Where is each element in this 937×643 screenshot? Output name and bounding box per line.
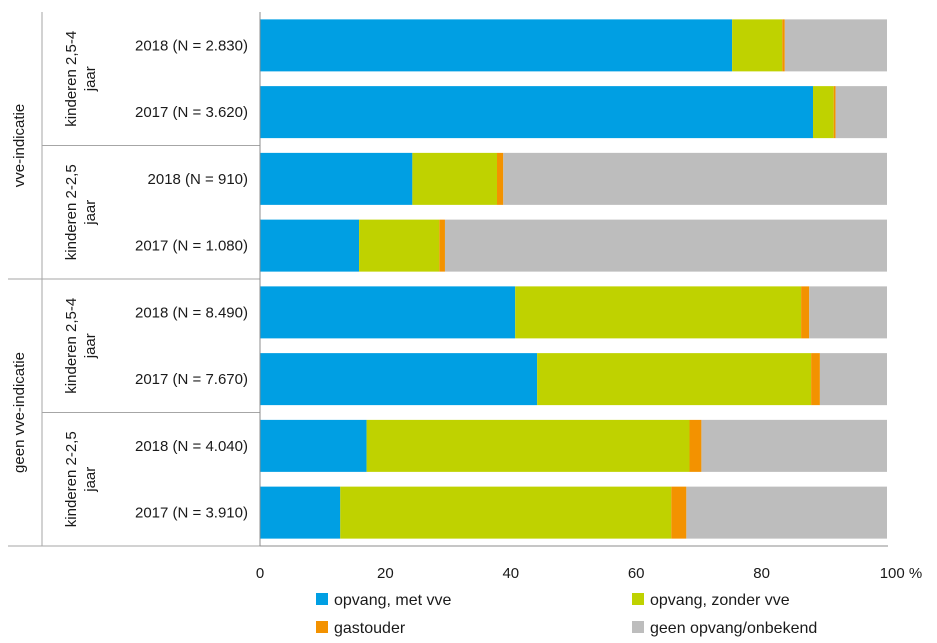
bar-segment: [444, 219, 887, 272]
legend: opvang, met vve opvang, zonder vve gastoud…: [316, 592, 817, 637]
row-label: 2018 (N = 910): [148, 171, 248, 188]
bar-segment: [412, 152, 498, 205]
x-tick-label: 100 %: [880, 565, 923, 582]
bar-segment: [833, 86, 836, 139]
row-label: 2018 (N = 4.040): [135, 438, 248, 455]
row-label: 2018 (N = 8.490): [135, 304, 248, 321]
bar-segment: [340, 486, 672, 539]
legend-label: opvang, met vve: [334, 592, 452, 609]
subgroup-label: kinderen 2,5-4 jaar: [63, 298, 99, 394]
bar-segment: [671, 486, 687, 539]
legend-swatch: [316, 621, 328, 633]
bar-segment: [260, 86, 814, 139]
legend-swatch: [632, 593, 644, 605]
subgroup-label-line: kinderen 2,5-4: [63, 31, 80, 127]
bar-segment: [784, 19, 887, 72]
bar-segment: [689, 419, 702, 472]
subgroup-label-line: kinderen 2-2,5: [63, 431, 80, 527]
x-tick-label: 20: [377, 565, 394, 582]
bar-segment: [686, 486, 887, 539]
bar-segment: [835, 86, 887, 139]
bar-segment: [503, 152, 887, 205]
x-axis: [259, 12, 888, 547]
bar-segment: [732, 19, 783, 72]
x-tick-labels: 0 20 40 60 80 100 %: [256, 565, 922, 582]
subgroup-label-line: jaar: [82, 333, 99, 359]
group-label: vve-indicatie: [11, 104, 28, 187]
x-tick-label: 80: [753, 565, 770, 582]
subgroup-label: kinderen 2,5-4 jaar: [63, 31, 99, 127]
x-tick-label: 40: [502, 565, 519, 582]
bar-segment: [515, 286, 802, 339]
bar-segment: [359, 219, 440, 272]
subgroup-label-line: kinderen 2,5-4: [63, 298, 80, 394]
bar-segment: [260, 419, 367, 472]
legend-label: geen opvang/onbekend: [650, 620, 817, 637]
bar-segment: [811, 353, 820, 406]
bar-segment: [260, 353, 538, 406]
bar-segment: [701, 419, 887, 472]
row-label: 2017 (N = 3.910): [135, 505, 248, 522]
bar-segment: [801, 286, 810, 339]
subgroup-label-line: jaar: [82, 467, 99, 493]
subgroup-label-line: jaar: [82, 66, 99, 92]
row-label: 2017 (N = 1.080): [135, 238, 248, 255]
subgroup-label: kinderen 2-2,5 jaar: [63, 431, 99, 527]
bars: [260, 19, 887, 539]
bar-segment: [260, 152, 413, 205]
bar-segment: [782, 19, 785, 72]
subgroup-label: kinderen 2-2,5 jaar: [63, 164, 99, 260]
legend-label: opvang, zonder vve: [650, 592, 790, 609]
row-label: 2017 (N = 7.670): [135, 371, 248, 388]
x-tick-label: 60: [628, 565, 645, 582]
bar-segment: [260, 486, 341, 539]
bar-segment: [497, 152, 504, 205]
group-label: geen vve-indicatie: [11, 352, 28, 473]
bar-segment: [819, 353, 887, 406]
group-divider-lines: [8, 12, 260, 547]
legend-swatch: [316, 593, 328, 605]
subgroup-label-line: kinderen 2-2,5: [63, 164, 80, 260]
subgroup-label-line: jaar: [82, 200, 99, 226]
row-label: 2017 (N = 3.620): [135, 104, 248, 121]
bar-segment: [813, 86, 834, 139]
legend-swatch: [632, 621, 644, 633]
row-labels: 2018 (N = 2.830) 2017 (N = 3.620) 2018 (N …: [135, 37, 248, 521]
bar-segment: [537, 353, 812, 406]
bar-segment: [366, 419, 690, 472]
x-tick-label: 0: [256, 565, 264, 582]
bar-segment: [439, 219, 445, 272]
bar-segment: [260, 19, 733, 72]
row-label: 2018 (N = 2.830): [135, 37, 248, 54]
bar-segment: [260, 219, 360, 272]
legend-label: gastouder: [334, 620, 406, 637]
bar-segment: [260, 286, 516, 339]
bar-segment: [809, 286, 887, 339]
